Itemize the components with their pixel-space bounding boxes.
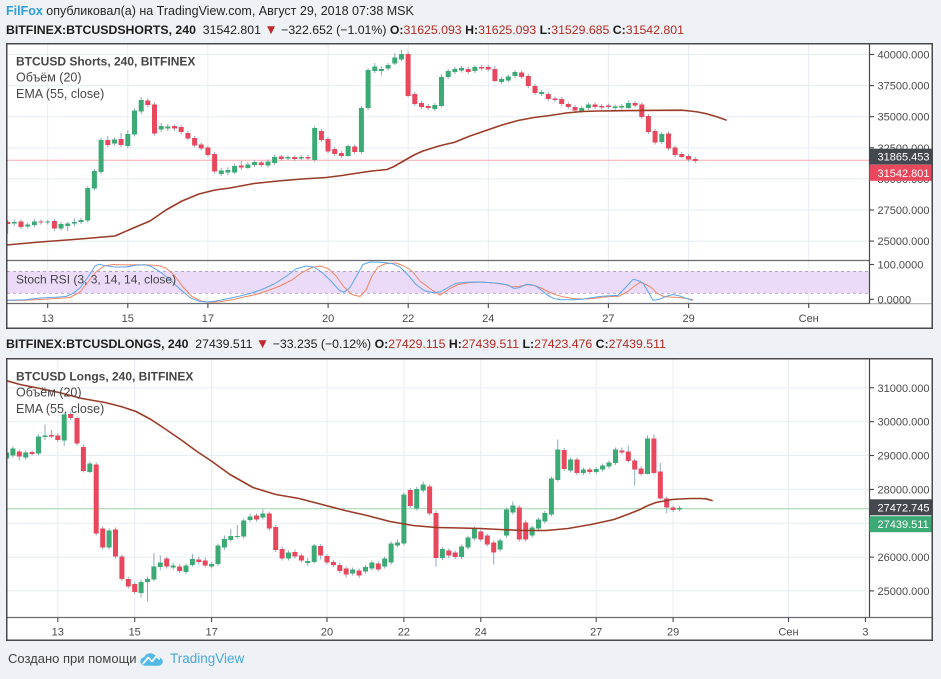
svg-text:15: 15 (122, 313, 134, 325)
svg-text:27472.745: 27472.745 (878, 502, 930, 514)
svg-text:31000.000: 31000.000 (878, 382, 930, 394)
svg-text:28000.000: 28000.000 (878, 484, 930, 496)
svg-text:17: 17 (205, 626, 217, 638)
svg-text:BTCUSD Longs, 240, BITFINEX: BTCUSD Longs, 240, BITFINEX (16, 369, 193, 383)
svg-text:EMA (55, close): EMA (55, close) (16, 402, 104, 416)
svg-text:EMA (55, close): EMA (55, close) (16, 87, 104, 101)
svg-text:31542.801: 31542.801 (878, 168, 930, 180)
svg-text:27439.511: 27439.511 (878, 519, 929, 531)
svg-text:27: 27 (590, 626, 602, 638)
svg-text:Сен: Сен (799, 313, 819, 325)
svg-text:3: 3 (862, 626, 868, 638)
svg-text:27500.000: 27500.000 (878, 205, 930, 217)
svg-text:29000.000: 29000.000 (878, 450, 930, 462)
svg-text:20: 20 (321, 626, 333, 638)
svg-text:31865.453: 31865.453 (878, 152, 930, 164)
svg-text:24: 24 (482, 313, 494, 325)
svg-text:22: 22 (398, 626, 410, 638)
svg-text:15: 15 (129, 626, 141, 638)
svg-text:13: 13 (52, 626, 64, 638)
svg-text:25000.000: 25000.000 (878, 585, 930, 597)
svg-text:20: 20 (322, 313, 334, 325)
svg-text:100.0000: 100.0000 (878, 260, 924, 272)
svg-text:Stoch RSI (3, 3, 14, 14, close: Stoch RSI (3, 3, 14, 14, close) (16, 273, 176, 287)
svg-text:Сен: Сен (778, 626, 798, 638)
svg-text:27: 27 (602, 313, 614, 325)
svg-text:BTCUSD Shorts, 240, BITFINEX: BTCUSD Shorts, 240, BITFINEX (16, 55, 195, 69)
svg-text:29: 29 (682, 313, 694, 325)
svg-text:0.0000: 0.0000 (878, 294, 912, 306)
svg-text:29: 29 (667, 626, 679, 638)
svg-text:40000.000: 40000.000 (878, 50, 930, 62)
svg-text:22: 22 (402, 313, 414, 325)
svg-text:Объём (20): Объём (20) (16, 71, 82, 85)
svg-text:25000.000: 25000.000 (878, 236, 930, 248)
svg-text:13: 13 (42, 313, 54, 325)
svg-text:Объём (20): Объём (20) (16, 385, 82, 399)
svg-text:17: 17 (202, 313, 214, 325)
svg-text:37500.000: 37500.000 (878, 81, 930, 93)
svg-text:26000.000: 26000.000 (878, 552, 930, 564)
svg-text:30000.000: 30000.000 (878, 416, 930, 428)
svg-text:35000.000: 35000.000 (878, 112, 930, 124)
svg-text:24: 24 (475, 626, 487, 638)
